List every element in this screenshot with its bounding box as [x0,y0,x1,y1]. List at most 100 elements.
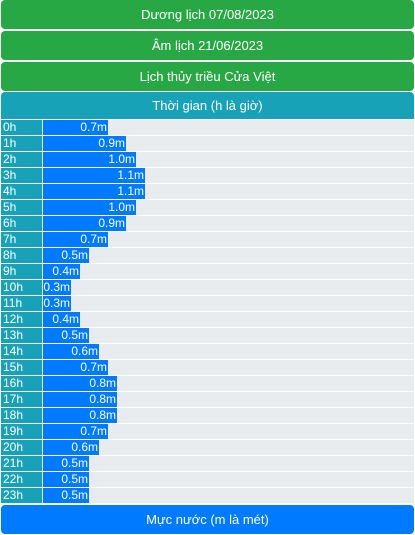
tide-level-bar: 0.8m [43,376,117,391]
tide-level-value: 0.6m [71,440,98,454]
tide-row: 23h 0.5m [1,488,414,503]
tide-level-value: 0.5m [61,472,88,486]
tide-row: 12h 0.4m [1,312,414,327]
tide-level-value: 0.3m [43,280,70,294]
tide-level-value: 0.3m [43,296,70,310]
tide-level-value: 0.8m [89,408,116,422]
hour-label: 7h [1,232,42,247]
time-axis-label: Thời gian (h là giờ) [152,98,263,113]
tide-row: 19h 0.7m [1,424,414,439]
hour-label: 18h [1,408,42,423]
tide-level-value: 0.4m [52,264,79,278]
hour-label: 20h [1,440,42,455]
tide-level-value: 0.5m [61,248,88,262]
tide-level-bar: 1.1m [43,184,145,199]
tide-level-bar: 0.4m [43,264,80,279]
hour-label: 13h [1,328,42,343]
tide-row: 14h 0.6m [1,344,414,359]
tide-level-value: 0.6m [71,344,98,358]
tide-row: 6h 0.9m [1,216,414,231]
tide-level-value: 0.7m [80,360,107,374]
tide-row: 16h 0.8m [1,376,414,391]
tide-level-value: 0.8m [89,376,116,390]
hour-label: 19h [1,424,42,439]
tide-row: 15h 0.7m [1,360,414,375]
hour-label: 6h [1,216,42,231]
tide-level-bar: 0.5m [43,248,89,263]
tide-level-bar: 0.7m [43,424,108,439]
hour-label: 14h [1,344,42,359]
hour-label: 2h [1,152,42,167]
tide-level-value: 1.0m [108,152,135,166]
tide-row: 5h 1.0m [1,200,414,215]
solar-date-text: Dương lịch 07/08/2023 [141,7,274,22]
tide-level-bar: 0.7m [43,120,108,135]
tide-level-bar: 0.7m [43,232,108,247]
tide-row: 1h 0.9m [1,136,414,151]
tide-level-bar: 0.8m [43,392,117,407]
tide-level-value: 0.9m [98,136,125,150]
tide-row: 18h 0.8m [1,408,414,423]
hour-label: 5h [1,200,42,215]
tide-row: 0h 0.7m [1,120,414,135]
tide-level-value: 1.1m [117,168,144,182]
tide-level-bar: 1.1m [43,168,145,183]
tide-level-value: 0.8m [89,392,116,406]
tide-row: 4h 1.1m [1,184,414,199]
tide-level-value: 0.5m [61,488,88,502]
tide-level-bar: 0.6m [43,344,99,359]
hour-label: 0h [1,120,42,135]
tide-row: 7h 0.7m [1,232,414,247]
tide-row: 11h 0.3m [1,296,414,311]
tide-level-value: 0.5m [61,456,88,470]
tide-row: 8h 0.5m [1,248,414,263]
hour-label: 12h [1,312,42,327]
lunar-date-banner: Âm lịch 21/06/2023 [1,31,414,60]
water-level-footer: Mực nước (m là mét) [1,505,414,534]
hour-label: 11h [1,296,42,311]
hour-label: 23h [1,488,42,503]
tide-level-bar: 0.4m [43,312,80,327]
tide-row: 3h 1.1m [1,168,414,183]
tide-level-value: 0.4m [52,312,79,326]
hour-label: 1h [1,136,42,151]
tide-level-bar: 0.7m [43,360,108,375]
tide-row: 13h 0.5m [1,328,414,343]
tide-level-bar: 0.5m [43,328,89,343]
tide-level-value: 0.5m [61,328,88,342]
lunar-date-text: Âm lịch 21/06/2023 [151,38,264,53]
hour-label: 22h [1,472,42,487]
tide-row: 9h 0.4m [1,264,414,279]
hour-label: 17h [1,392,42,407]
tide-level-value: 0.7m [80,424,107,438]
tide-level-bar: 0.5m [43,456,89,471]
tide-level-value: 0.7m [80,232,107,246]
hour-label: 16h [1,376,42,391]
tide-bar-chart: 0h 0.7m 1h 0.9m 2h 1.0m 3h 1.1m 4h 1.1m 5h 1.0m 6h 0.… [1,120,414,504]
tide-level-value: 0.7m [80,120,107,134]
tide-level-bar: 0.3m [43,280,71,295]
tide-level-value: 1.1m [117,184,144,198]
hour-label: 3h [1,168,42,183]
tide-title-text: Lịch thủy triều Cửa Việt [139,69,276,84]
tide-level-bar: 0.5m [43,472,89,487]
hour-label: 15h [1,360,42,375]
tide-level-bar: 0.9m [43,216,126,231]
tide-row: 2h 1.0m [1,152,414,167]
tide-level-value: 1.0m [108,200,135,214]
tide-level-bar: 0.9m [43,136,126,151]
tide-level-bar: 0.3m [43,296,71,311]
hour-label: 21h [1,456,42,471]
hour-label: 9h [1,264,42,279]
hour-label: 8h [1,248,42,263]
tide-row: 21h 0.5m [1,456,414,471]
tide-level-bar: 0.5m [43,488,89,503]
hour-label: 10h [1,280,42,295]
tide-row: 22h 0.5m [1,472,414,487]
tide-row: 10h 0.3m [1,280,414,295]
tide-level-bar: 0.6m [43,440,99,455]
time-axis-header: Thời gian (h là giờ) [1,92,414,119]
tide-level-bar: 0.8m [43,408,117,423]
tide-row: 17h 0.8m [1,392,414,407]
tide-title-banner: Lịch thủy triều Cửa Việt [1,62,414,91]
